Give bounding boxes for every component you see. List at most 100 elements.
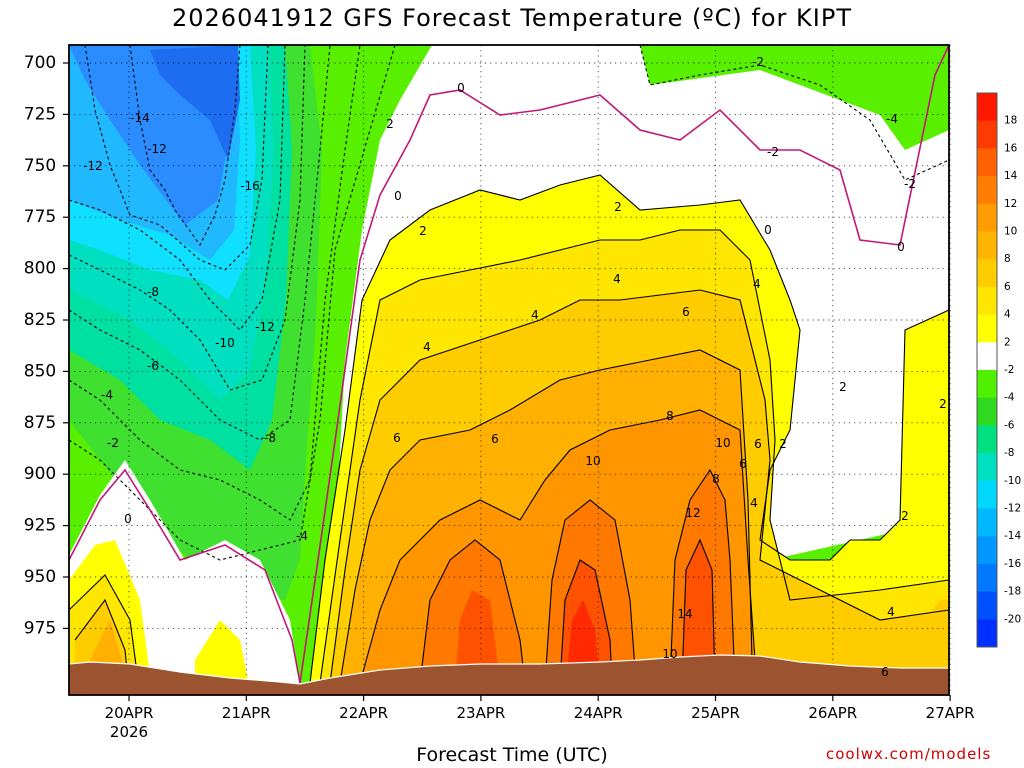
contour-label: -12 [255, 320, 275, 334]
contour-label: 6 [754, 437, 762, 451]
colorbar-label: 8 [1004, 253, 1011, 265]
colorbar-swatch [977, 203, 997, 232]
colorbar-swatch [977, 120, 997, 149]
x-tick-label: 22APR [339, 704, 388, 722]
y-tick-label: 725 [24, 104, 56, 124]
contour-line-4 [68, 44, 331, 441]
x-axis: 20APR 21APR 22APR 23APR 24APR 25APR 26APR 27APR… [105, 695, 975, 741]
colorbar: 18 16 14 12 10 8 6 4 2 -2 -4 -6 -8 -10 -12 -14 -16 -18 -20 [976, 92, 1021, 648]
contour-line-15 [419, 539, 526, 684]
contour-label: 2 [839, 380, 847, 394]
colorbar-label: -18 [1004, 586, 1021, 598]
plot-frame [68, 44, 950, 696]
colorbar-swatch [977, 397, 997, 426]
colorbar-label: 18 [1004, 115, 1017, 127]
x-tick-label: 25APR [691, 704, 740, 722]
contour-label: 6 [881, 665, 889, 679]
y-tick-label: 800 [24, 259, 56, 279]
contour-label: 10 [715, 436, 730, 450]
contour-label: 4 [423, 340, 431, 354]
colorbar-swatch [977, 314, 997, 343]
chart-title: 2026041912 GFS Forecast Temperature (ºC)… [171, 4, 852, 32]
colorbar-swatch [977, 563, 997, 593]
y-tick-label: 775 [24, 207, 56, 227]
fill-region-27 [918, 600, 949, 683]
fill-region-23 [455, 590, 500, 683]
colorbar-swatch [977, 508, 997, 537]
contour-label: -2 [767, 145, 779, 159]
contour-line-18 [559, 559, 613, 684]
colorbar-swatch [977, 93, 997, 122]
colorbar-label: 12 [1004, 198, 1017, 210]
contour-line-17 [669, 468, 736, 684]
contour-line-8 [299, 44, 950, 684]
y-tick-label: 975 [24, 618, 56, 638]
colorbar-label: -16 [1004, 558, 1021, 570]
contour-label: 10 [662, 647, 677, 661]
ground-terrain [68, 654, 950, 696]
contour-line-5 [68, 44, 361, 521]
colorbar-label: 2 [1004, 336, 1011, 348]
contour-label: -8 [264, 431, 276, 445]
y-tick-label: 900 [24, 464, 56, 484]
y-tick-label: 950 [24, 567, 56, 587]
contour-label: 4 [753, 277, 761, 291]
colorbar-label: -6 [1004, 419, 1015, 431]
colorbar-swatch [977, 286, 997, 316]
y-tick-label: 875 [24, 413, 56, 433]
contour-label: -2 [904, 177, 916, 191]
colorbar-label: 14 [1004, 170, 1018, 182]
grid-lines [69, 45, 951, 695]
contour-line-9 [639, 44, 950, 181]
colorbar-label: -4 [1004, 392, 1015, 404]
contour-label: 6 [491, 432, 499, 446]
contour-label: -6 [147, 359, 159, 373]
contour-line-14 [359, 409, 756, 684]
x-tick-label: 26APR [808, 704, 857, 722]
x-tick-label: 23APR [456, 704, 505, 722]
contour-label: -12 [83, 159, 103, 173]
colorbar-swatch [977, 342, 997, 371]
contour-label: 8 [666, 409, 674, 423]
contour-label: 12 [685, 506, 700, 520]
contour-label: 2 [901, 509, 909, 523]
colorbar-label: 6 [1004, 281, 1011, 293]
contour-label: -14 [130, 111, 150, 125]
y-tick-label: 925 [24, 516, 56, 536]
contour-line-1 [84, 44, 269, 271]
contour-label: -4 [296, 529, 308, 543]
y-tick-label: 750 [24, 156, 56, 176]
colorbar-label: -8 [1004, 447, 1014, 459]
contour-line-20 [68, 574, 139, 681]
colorbar-swatch [977, 453, 997, 482]
contour-label: -4 [886, 112, 898, 126]
ground-region [68, 654, 950, 696]
y-tick-label: 700 [24, 53, 56, 73]
contour-label: 10 [585, 454, 600, 468]
contour-label: -12 [147, 142, 167, 156]
colorbar-swatch [977, 619, 997, 648]
colorbar-swatch [977, 176, 997, 205]
colorbar-label: -20 [1004, 613, 1021, 625]
colorbar-label: 10 [1004, 226, 1017, 238]
contour-line-6 [68, 44, 396, 561]
contour-label: 0 [394, 189, 402, 203]
colorbar-swatch [977, 480, 997, 509]
colorbar-label: -2 [1004, 364, 1014, 376]
x-tick-label: 21APR [222, 704, 271, 722]
x-axis-title: Forecast Time (UTC) [416, 744, 608, 766]
y-axis: 700 725 750 775 800 825 850 875 900 925 950 975 [24, 53, 69, 638]
contour-label: 0 [764, 223, 772, 237]
contour-label: 4 [887, 605, 895, 619]
y-tick-label: 850 [24, 361, 56, 381]
temperature-fill-layer [69, 45, 949, 695]
colorbar-label: 4 [1004, 309, 1011, 321]
contour-label: 2 [386, 117, 394, 131]
colorbar-swatch [977, 259, 997, 288]
fill-region-25 [682, 540, 715, 683]
x-tick-label: 27APR [926, 704, 975, 722]
colorbar-swatch [977, 231, 997, 260]
colorbar-swatch [977, 148, 997, 177]
colorbar-border [976, 92, 998, 648]
